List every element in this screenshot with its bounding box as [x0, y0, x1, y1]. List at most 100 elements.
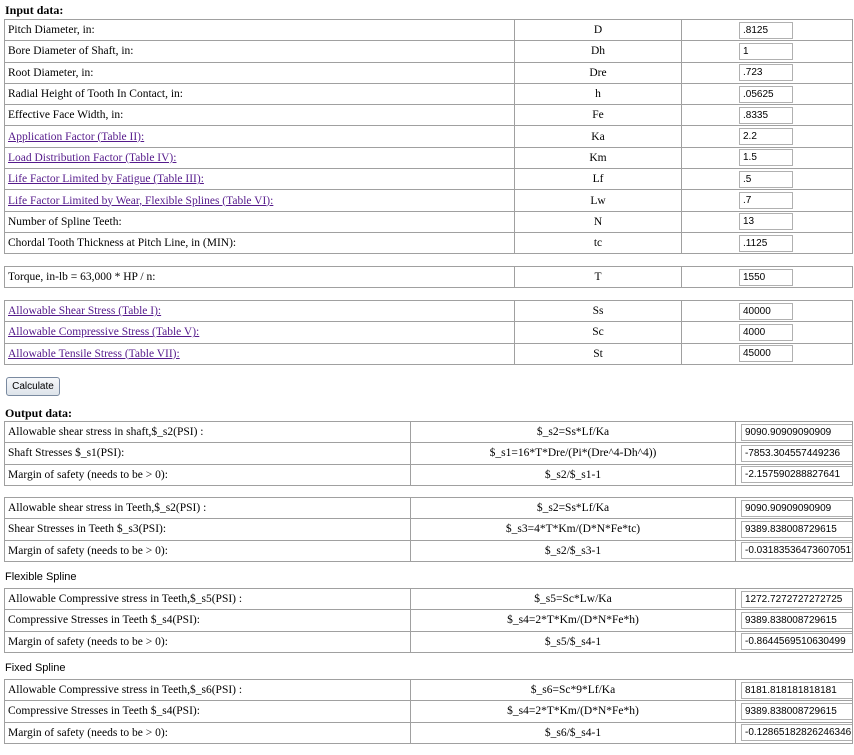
label-cell: Margin of safety (needs to be > 0): [4, 463, 411, 486]
label-link[interactable]: Application Factor (Table II): [8, 130, 145, 143]
value-cell: .723 [681, 61, 853, 84]
symbol-cell: Ss [514, 299, 682, 323]
label-cell: Torque, in-lb = 63,000 * HP / n: [4, 265, 515, 289]
formula: $_s1=16*T*Dre/(Pi*(Dre^4-Dh^4)) [489, 447, 657, 460]
label: Margin of safety (needs to be > 0): [8, 544, 168, 557]
label-cell: Effective Face Width, in: [4, 104, 515, 127]
value-field[interactable]: 9090.90909090909 [741, 499, 852, 517]
label: Root Diameter, in: [8, 66, 94, 79]
symbol-cell: N [514, 210, 682, 233]
value-field[interactable]: .05625 [739, 85, 793, 103]
symbol-cell: Km [514, 146, 682, 170]
label-link[interactable]: Allowable Shear Stress (Table I): [8, 305, 162, 318]
value-field[interactable]: 1.5 [739, 149, 793, 167]
symbol-cell: Sc [514, 321, 682, 344]
symbol: h [595, 88, 601, 101]
value-field[interactable]: 45000 [739, 345, 793, 363]
value-cell: .05625 [681, 82, 853, 106]
label-link[interactable]: Allowable Tensile Stress (Table VII): [8, 347, 180, 360]
row: Number of Spline Teeth: N 13 [4, 210, 853, 233]
symbol: Lw [590, 194, 606, 207]
table: Allowable Shear Stress (Table I): Ss 40000… [4, 299, 853, 365]
value-field[interactable]: -0.12865182826246346 [741, 724, 852, 742]
value-cell: 13 [681, 210, 853, 233]
label-cell: Pitch Diameter, in: [4, 18, 515, 42]
value-field[interactable]: .8125 [739, 21, 793, 39]
value-field[interactable]: 9389.838008729615 [741, 520, 852, 538]
symbol-cell: St [514, 342, 682, 365]
label-link[interactable]: Life Factor Limited by Wear, Flexible Sp… [8, 194, 274, 207]
value-cell: .8335 [681, 104, 853, 127]
label-link[interactable]: Load Distribution Factor (Table IV): [8, 151, 177, 164]
row: Effective Face Width, in: Fe .8335 [4, 104, 853, 127]
table: Torque, in-lb = 63,000 * HP / n: T 1550 [4, 265, 853, 289]
row: Margin of safety (needs to be > 0): $_s2/… [4, 463, 853, 486]
symbol: Fe [592, 109, 604, 122]
label-cell: Compressive Stresses in Teeth $_s4(PSI): [4, 700, 411, 723]
value-field[interactable]: 9389.838008729615 [741, 611, 852, 629]
table: Allowable Compressive stress in Teeth,$_… [4, 587, 853, 653]
symbol-cell: $_s4=2*T*Km/(D*N*Fe*h) [410, 700, 736, 723]
value-field[interactable]: -0.031835364736070515 [741, 542, 852, 560]
label-cell: Bore Diameter of Shaft, in: [4, 40, 515, 63]
value-field[interactable]: 13 [739, 213, 793, 231]
value-field[interactable]: -2.157590288827641 [741, 466, 852, 484]
value-cell: -2.157590288827641 [735, 463, 853, 486]
table: Allowable Compressive stress in Teeth,$_… [4, 678, 853, 744]
formula: $_s4=2*T*Km/(D*N*Fe*h) [507, 614, 639, 627]
label-link[interactable]: Life Factor Limited by Fatigue (Table II… [8, 173, 204, 186]
value-field[interactable]: 2.2 [739, 128, 793, 146]
label-cell: Life Factor Limited by Wear, Flexible Sp… [4, 189, 515, 212]
row: Load Distribution Factor (Table IV): Km 1.… [4, 146, 853, 170]
label-link[interactable]: Allowable Compressive Stress (Table V): [8, 326, 200, 339]
value-field[interactable]: .7 [739, 192, 793, 210]
row: Root Diameter, in: Dre .723 [4, 61, 853, 84]
value-cell: 45000 [681, 342, 853, 365]
symbol: Ka [591, 130, 605, 143]
value-field[interactable]: 4000 [739, 323, 793, 341]
value-field[interactable]: 9389.838008729615 [741, 702, 852, 720]
symbol: Dh [590, 45, 606, 58]
value-cell: 9389.838008729615 [735, 609, 853, 632]
value-cell: -7853.304557449236 [735, 442, 853, 465]
value-cell: 9389.838008729615 [735, 700, 853, 723]
value-field[interactable]: 8181.818181818181 [741, 681, 852, 699]
symbol-cell: Dh [514, 40, 682, 63]
formula: $_s5/$_s4-1 [544, 635, 602, 648]
value-field[interactable]: 1550 [739, 268, 793, 286]
value-cell: .8125 [681, 18, 853, 42]
symbol-cell: $_s2=Ss*Lf/Ka [410, 496, 736, 520]
value-field[interactable]: -7853.304557449236 [741, 444, 852, 462]
label: Effective Face Width, in: [8, 109, 124, 122]
value-cell: 4000 [681, 321, 853, 344]
row: Margin of safety (needs to be > 0): $_s6/… [4, 721, 853, 744]
symbol-cell: $_s2/$_s3-1 [410, 539, 736, 562]
value-field[interactable]: 40000 [739, 302, 793, 320]
value-field[interactable]: 1 [739, 42, 793, 60]
symbol-cell: Dre [514, 61, 682, 84]
row: Allowable Compressive Stress (Table V): S… [4, 321, 853, 344]
value-field[interactable]: .8335 [739, 106, 793, 124]
calculate-button[interactable]: Calculate [6, 377, 60, 396]
value-cell: 8181.818181818181 [735, 678, 853, 702]
value-cell: .5 [681, 168, 853, 191]
row: Margin of safety (needs to be > 0): $_s5/… [4, 630, 853, 653]
label: Bore Diameter of Shaft, in: [8, 45, 134, 58]
label-cell: Compressive Stresses in Teeth $_s4(PSI): [4, 609, 411, 632]
value-field[interactable]: .5 [739, 170, 793, 188]
label: Allowable Compressive stress in Teeth,$_… [8, 684, 243, 697]
value-field[interactable]: -0.8644569510630499 [741, 633, 852, 651]
label-cell: Shaft Stresses $_s1(PSI): [4, 442, 411, 465]
row: Shaft Stresses $_s1(PSI): $_s1=16*T*Dre/(… [4, 442, 853, 465]
formula: $_s3=4*T*Km/(D*N*Fe*tc) [505, 523, 641, 536]
value-field[interactable]: .1125 [739, 234, 793, 252]
value-cell: 2.2 [681, 125, 853, 148]
value-field[interactable]: 9090.90909090909 [741, 423, 852, 441]
value-field[interactable]: .723 [739, 64, 793, 82]
formula: $_s5=Sc*Lw/Ka [534, 593, 612, 606]
row: Compressive Stresses in Teeth $_s4(PSI):… [4, 609, 853, 632]
row: Shear Stresses in Teeth $_s3(PSI): $_s3=4… [4, 518, 853, 541]
value-field[interactable]: 1272.7272727272725 [741, 590, 852, 608]
row: Radial Height of Tooth In Contact, in: h.… [4, 82, 853, 106]
